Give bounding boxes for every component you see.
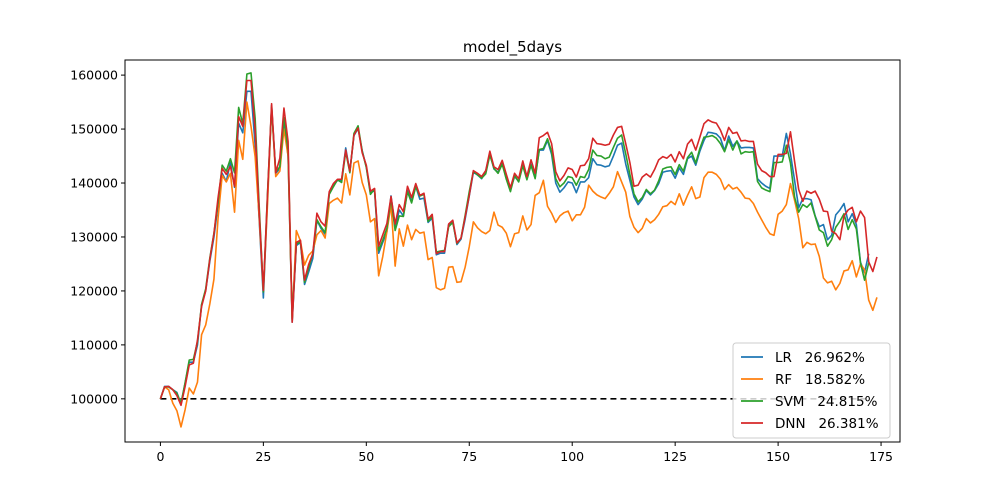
legend-box: [732, 342, 891, 439]
legend-label-2: SVM 24.815%: [775, 394, 878, 410]
x-tick-label: 25: [255, 449, 271, 464]
x-tick-label: 75: [461, 449, 477, 464]
legend-label-3: DNN 26.381%: [775, 416, 879, 432]
y-tick-label: 120000: [70, 283, 118, 298]
x-tick-label: 175: [869, 449, 893, 464]
axes: 0 25 50 75 100 125 150 175 100000 110000 120000 130…: [70, 68, 893, 464]
x-tick-label: 100: [560, 449, 584, 464]
series-line-1: [159, 101, 878, 428]
plot-area: [159, 72, 878, 428]
x-tick-label: 50: [358, 449, 374, 464]
legend-label-1: RF 18.582%: [775, 372, 865, 388]
x-tick-label: 0: [156, 449, 164, 464]
y-tick-label: 130000: [70, 229, 118, 244]
y-tick-label: 110000: [70, 337, 118, 352]
x-tick-label: 150: [766, 449, 790, 464]
y-tick-label: 150000: [70, 122, 118, 137]
series-line-3: [159, 79, 878, 407]
chart-title: model_5days: [463, 38, 562, 57]
x-tick-label: 125: [663, 449, 687, 464]
y-tick-label: 100000: [70, 391, 118, 406]
legend-label-0: LR 26.962%: [775, 350, 865, 366]
legend: LR 26.962% RF 18.582% SVM 24.815% DNN 26.38…: [732, 342, 891, 439]
y-tick-label: 160000: [70, 68, 118, 83]
y-tick-label: 140000: [70, 176, 118, 191]
axes-frame: [124, 59, 901, 443]
